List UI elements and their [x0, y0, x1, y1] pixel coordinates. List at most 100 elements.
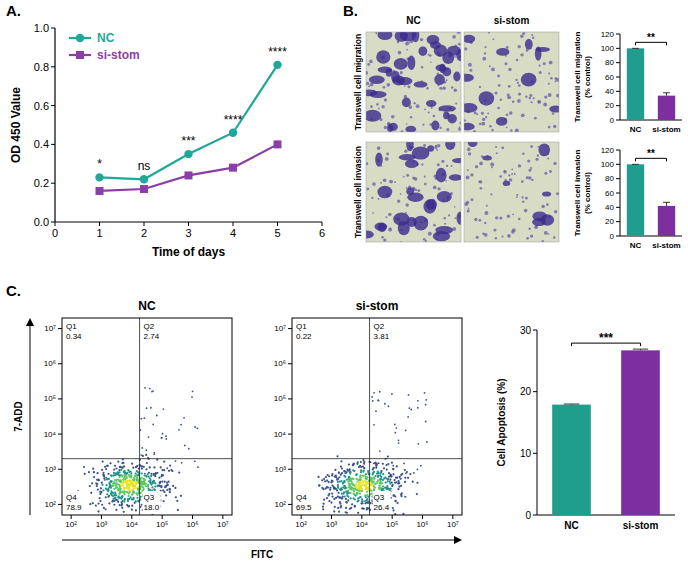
pore	[479, 162, 483, 166]
event	[346, 501, 348, 503]
event	[360, 482, 362, 484]
event	[358, 490, 360, 492]
y-axis-title: Transwell cell migration(% control)	[573, 32, 592, 123]
event	[333, 498, 335, 500]
event	[338, 511, 340, 513]
event	[343, 470, 345, 472]
event	[359, 479, 361, 481]
y-tick-label: 80	[605, 58, 614, 67]
event	[177, 509, 179, 511]
event	[129, 470, 131, 472]
pore	[495, 146, 497, 148]
stained-cell	[407, 192, 423, 201]
x-tick-label: 10³	[96, 520, 108, 529]
event	[425, 404, 427, 406]
pore	[384, 126, 387, 129]
event	[161, 469, 163, 471]
event	[375, 482, 377, 484]
event	[123, 478, 125, 480]
event	[143, 478, 145, 480]
event	[128, 485, 130, 487]
event	[120, 491, 122, 493]
category-label: NC	[630, 125, 642, 134]
event	[197, 466, 199, 468]
y-tick-label: 10⁴	[274, 430, 287, 439]
event	[153, 480, 155, 482]
stained-cell	[457, 212, 461, 225]
pore	[508, 68, 512, 72]
event	[417, 443, 419, 445]
event	[91, 482, 93, 484]
x-tick	[144, 222, 145, 226]
event	[101, 484, 103, 486]
significance: **	[647, 148, 655, 159]
event	[109, 462, 111, 464]
event	[362, 459, 364, 461]
stained-cell	[438, 105, 456, 111]
significance: ***	[599, 331, 613, 345]
y-tick-label: 10⁴	[44, 430, 57, 439]
event	[359, 479, 361, 481]
pore	[377, 146, 381, 150]
event	[149, 466, 151, 468]
stained-cell	[447, 46, 461, 56]
pore	[549, 170, 552, 173]
pore	[550, 77, 553, 80]
event	[352, 497, 354, 499]
y-tick	[533, 453, 537, 454]
event	[356, 492, 358, 494]
event	[405, 472, 407, 474]
event	[120, 504, 122, 506]
event	[352, 478, 354, 480]
y-tick-label: 10³	[274, 465, 286, 474]
event	[343, 481, 345, 483]
x-tick-label: 10⁴	[356, 520, 369, 529]
pore	[504, 62, 507, 65]
y-axis	[54, 28, 55, 222]
pore	[380, 182, 382, 184]
stained-cell	[376, 50, 390, 64]
event	[364, 500, 366, 502]
x-tick-label: 0	[52, 227, 58, 239]
event	[339, 488, 341, 490]
quadrant-name: Q1	[296, 322, 307, 331]
pore	[497, 107, 500, 110]
event	[362, 480, 364, 482]
event	[108, 495, 110, 497]
quadrant-name: Q4	[66, 493, 77, 502]
event	[328, 481, 330, 483]
event	[145, 475, 147, 477]
x-tick	[361, 515, 362, 519]
event	[106, 484, 108, 486]
pore	[484, 52, 486, 54]
x-tick-label: 6	[319, 227, 325, 239]
event	[98, 479, 100, 481]
event	[109, 481, 111, 483]
pore	[398, 51, 402, 55]
event	[163, 408, 165, 410]
event	[404, 481, 406, 483]
event	[361, 487, 363, 489]
event	[104, 466, 106, 468]
stained-cell	[375, 153, 383, 167]
event	[110, 493, 112, 495]
pore	[464, 47, 467, 50]
y-tick	[533, 391, 537, 392]
pore	[445, 180, 447, 182]
pore	[507, 234, 511, 238]
event	[89, 503, 91, 505]
pore	[525, 95, 527, 97]
pore	[420, 38, 423, 41]
event	[128, 495, 130, 497]
event	[318, 484, 320, 486]
event	[151, 482, 153, 484]
event	[348, 469, 350, 471]
pore	[553, 236, 555, 238]
event	[152, 424, 154, 426]
event	[136, 494, 138, 496]
quadrant-value: 18.0	[144, 503, 160, 512]
event	[110, 480, 112, 482]
y-tick-label: 10⁷	[44, 324, 56, 333]
event	[357, 461, 359, 463]
pore	[548, 93, 552, 97]
